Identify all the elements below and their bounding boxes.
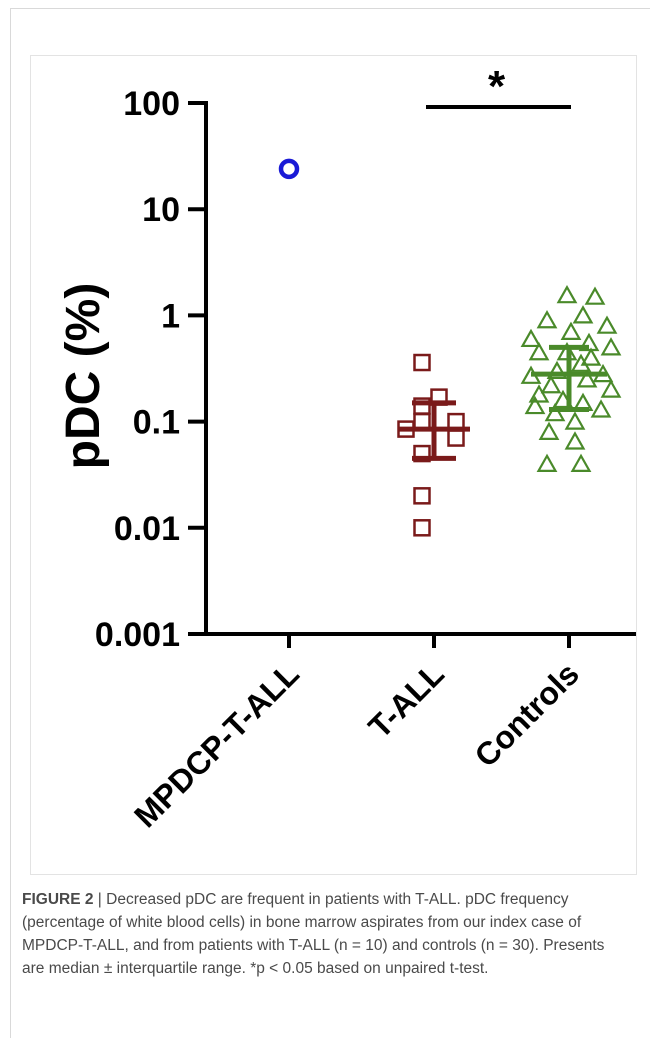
data-point-triangle: [578, 332, 600, 352]
data-point-triangle: [546, 360, 568, 380]
data-point-triangle: [576, 369, 598, 388]
data-point-triangle: [590, 399, 612, 418]
data-point-triangle: [580, 347, 602, 366]
data-point-triangle: [584, 286, 606, 305]
data-point-triangle: [528, 341, 550, 361]
data-point-square: [413, 444, 431, 463]
data-point-circle: [278, 158, 300, 180]
data-point-triangle: [564, 431, 586, 450]
data-point-square: [413, 487, 431, 505]
data-point-triangle: [596, 315, 618, 334]
y-tick-label: 0.1: [133, 404, 180, 442]
data-point-triangle: [544, 402, 566, 422]
axes-group: 0.001 0.01 0.1 1 10 100 MPDCP-T-ALL T-ALL Contro…: [95, 85, 636, 834]
caption-text: | Decreased pDC are frequent in patients…: [22, 891, 605, 977]
figure-caption: FIGURE 2 | Decreased pDC are frequent in…: [22, 888, 627, 980]
data-point-triangle: [570, 453, 592, 472]
y-tick-label: 100: [123, 85, 180, 123]
x-tick-label: T-ALL: [361, 655, 451, 745]
data-point-triangle: [536, 310, 558, 329]
data-point-triangle: [540, 375, 562, 394]
chart-svg: 0.001 0.01 0.1 1 10 100 MPDCP-T-ALL T-ALL Contro…: [57, 62, 636, 834]
y-axis-label: pDC (%): [57, 283, 110, 470]
data-point-square: [413, 519, 431, 537]
chart-panel: 0.001 0.01 0.1 1 10 100 MPDCP-T-ALL T-ALL Contro…: [30, 55, 637, 875]
figure-label: FIGURE 2: [22, 891, 94, 908]
data-point-triangle: [600, 379, 622, 398]
data-point-triangle: [600, 337, 622, 356]
x-tick-label: MPDCP-T-ALL: [127, 655, 306, 834]
data-point-square: [413, 353, 431, 372]
data-point-triangle: [528, 384, 550, 403]
y-tick-label: 0.001: [95, 616, 180, 654]
data-point-triangle: [570, 353, 592, 372]
data-point-triangle: [572, 305, 594, 324]
x-tick-label: Controls: [467, 655, 585, 773]
data-group: *: [278, 62, 622, 537]
data-point-triangle: [564, 411, 586, 430]
y-tick-label: 10: [142, 191, 180, 229]
data-point-square: [447, 429, 465, 447]
data-point-triangle: [560, 321, 582, 340]
data-point-triangle: [520, 328, 542, 348]
data-point-triangle: [556, 284, 578, 304]
data-point-triangle: [524, 395, 546, 415]
figure-frame: [10, 8, 650, 1038]
data-point-triangle: [536, 453, 558, 472]
y-tick-label: 0.01: [114, 510, 180, 548]
significance-star: *: [488, 62, 506, 111]
y-tick-label: 1: [161, 297, 180, 335]
data-point-triangle: [538, 421, 560, 440]
